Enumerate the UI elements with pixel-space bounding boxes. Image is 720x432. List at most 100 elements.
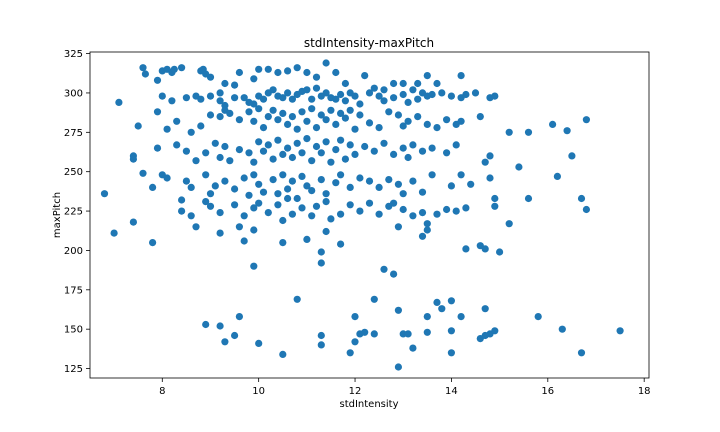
data-point xyxy=(534,313,542,321)
data-point xyxy=(216,89,224,97)
data-point xyxy=(447,92,455,100)
data-point xyxy=(341,79,349,88)
data-point xyxy=(250,117,258,125)
data-point xyxy=(284,194,292,203)
data-point xyxy=(250,100,258,108)
data-point xyxy=(279,94,287,102)
data-point xyxy=(312,202,321,210)
data-point xyxy=(216,97,224,105)
data-point xyxy=(255,339,263,347)
data-point xyxy=(284,185,292,193)
plot-area-frame xyxy=(89,51,650,379)
data-point xyxy=(351,125,359,133)
data-point xyxy=(274,136,282,144)
data-point xyxy=(100,190,109,198)
data-point xyxy=(404,153,412,162)
data-point xyxy=(255,138,263,146)
data-point xyxy=(399,79,407,88)
data-point xyxy=(153,76,162,84)
data-point xyxy=(433,124,441,132)
data-point xyxy=(577,349,586,357)
data-point xyxy=(356,207,364,215)
data-point xyxy=(303,68,311,77)
data-point xyxy=(380,97,388,105)
data-point xyxy=(293,295,301,303)
data-point xyxy=(452,141,460,149)
data-point xyxy=(221,177,229,185)
data-point xyxy=(312,124,321,132)
data-point xyxy=(491,92,499,100)
data-point xyxy=(317,149,325,157)
data-point xyxy=(390,270,398,278)
data-point xyxy=(481,158,489,166)
data-point xyxy=(351,92,359,100)
data-point xyxy=(491,327,499,335)
data-point xyxy=(192,157,200,165)
data-point xyxy=(423,328,431,336)
data-point xyxy=(240,94,248,102)
data-point xyxy=(216,113,224,121)
data-point xyxy=(250,75,258,83)
data-point xyxy=(115,98,123,106)
data-point xyxy=(385,108,393,116)
data-point xyxy=(365,119,374,127)
data-point xyxy=(399,190,407,198)
data-point xyxy=(394,306,402,314)
data-point xyxy=(284,67,292,75)
data-point xyxy=(423,313,431,321)
data-point xyxy=(515,163,523,171)
data-point xyxy=(264,141,272,149)
data-point xyxy=(298,108,306,116)
data-point xyxy=(308,95,316,103)
data-point xyxy=(322,198,330,206)
data-point xyxy=(317,248,325,256)
data-point xyxy=(404,330,412,338)
y-tick-label: 200 xyxy=(64,246,83,257)
data-point xyxy=(327,106,335,114)
data-point xyxy=(467,180,475,188)
y-tick-label: 300 xyxy=(64,88,83,99)
data-point xyxy=(240,237,248,245)
data-point xyxy=(202,171,210,179)
data-point xyxy=(549,120,557,128)
data-point xyxy=(264,113,272,121)
data-point xyxy=(312,142,321,151)
data-point xyxy=(356,174,364,182)
data-point xyxy=(303,182,311,190)
data-point xyxy=(312,73,321,81)
data-point xyxy=(288,113,296,121)
data-point xyxy=(462,245,470,253)
y-tick-label: 175 xyxy=(64,285,83,296)
data-point xyxy=(245,108,253,116)
x-tick-label: 18 xyxy=(638,386,651,397)
data-point xyxy=(337,240,345,248)
data-point xyxy=(433,79,441,88)
data-point xyxy=(447,327,455,335)
data-point xyxy=(178,196,186,204)
data-point xyxy=(356,111,364,119)
data-point xyxy=(341,114,349,122)
data-point xyxy=(158,92,166,100)
data-point xyxy=(390,150,398,158)
data-point xyxy=(524,128,533,136)
data-point xyxy=(414,113,422,121)
data-point xyxy=(317,259,325,267)
data-point xyxy=(211,182,219,190)
data-point xyxy=(443,149,451,157)
data-point xyxy=(206,73,215,81)
data-point xyxy=(505,128,513,136)
data-point xyxy=(240,174,248,182)
data-point xyxy=(250,171,258,179)
data-point xyxy=(443,205,451,214)
data-point xyxy=(216,322,224,330)
data-point xyxy=(409,86,417,94)
data-point xyxy=(163,174,171,182)
data-point xyxy=(202,149,210,157)
data-point xyxy=(298,172,306,180)
data-point xyxy=(462,90,470,99)
data-point xyxy=(279,109,287,117)
data-point xyxy=(524,194,533,203)
chart-title: stdIntensity-maxPitch xyxy=(304,36,434,50)
data-point xyxy=(457,72,465,80)
data-point xyxy=(418,188,427,196)
